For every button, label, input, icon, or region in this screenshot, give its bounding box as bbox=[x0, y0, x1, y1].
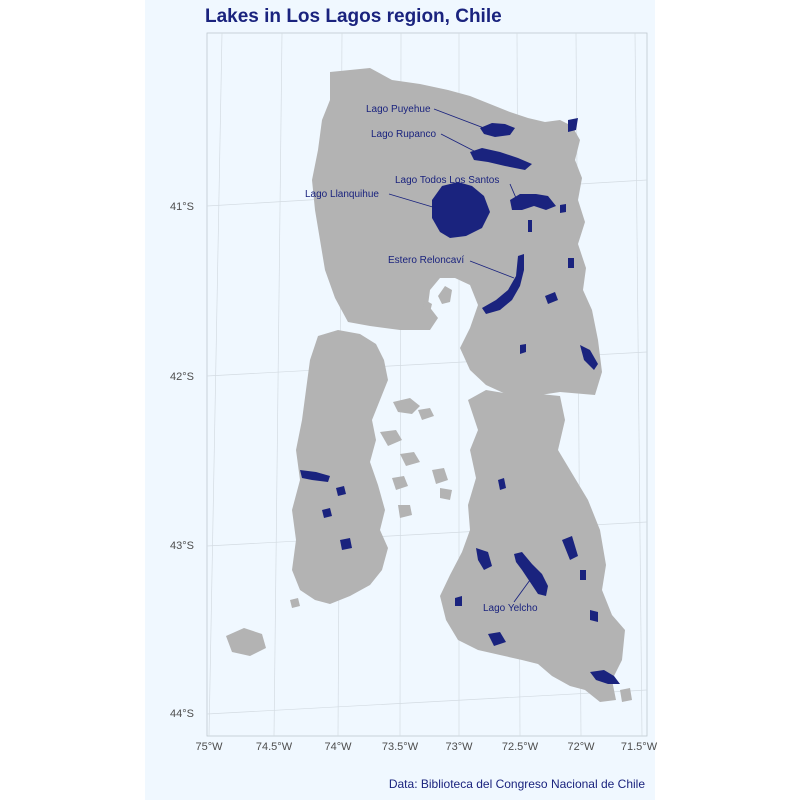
label-lago-llanquihue: Lago Llanquihue bbox=[305, 189, 379, 200]
label-lago-yelcho: Lago Yelcho bbox=[483, 603, 538, 614]
label-leaders bbox=[388, 108, 531, 603]
x-tick-label: 72°W bbox=[567, 741, 595, 753]
x-axis: 75°W 74.5°W 74°W 73.5°W 73°W 72.5°W 72°W… bbox=[195, 741, 657, 753]
data-source-caption: Data: Biblioteca del Congreso Nacional d… bbox=[388, 777, 645, 791]
x-tick-label: 71.5°W bbox=[621, 741, 658, 753]
map-title: Lakes in Los Lagos region, Chile bbox=[205, 6, 502, 27]
y-tick-label: 42°S bbox=[170, 371, 194, 383]
lake-rupanco-shape bbox=[470, 148, 532, 170]
label-lago-todos-los-santos: Lago Todos Los Santos bbox=[395, 175, 499, 186]
x-tick-label: 72.5°W bbox=[502, 741, 539, 753]
lake-yelcho-shape bbox=[514, 552, 548, 596]
lakes-layer bbox=[300, 118, 620, 684]
lake-llanquihue-shape bbox=[432, 182, 490, 238]
label-lago-rupanco: Lago Rupanco bbox=[371, 129, 436, 140]
plot-frame bbox=[206, 32, 648, 737]
label-lago-puyehue: Lago Puyehue bbox=[366, 104, 431, 115]
x-tick-label: 74°W bbox=[324, 741, 352, 753]
lake-puyehue-shape bbox=[480, 123, 515, 137]
lake-todos-los-santos-shape bbox=[510, 194, 556, 210]
y-tick-label: 44°S bbox=[170, 708, 194, 720]
y-axis: 41°S 42°S 43°S 44°S bbox=[170, 201, 194, 720]
x-tick-label: 74.5°W bbox=[256, 741, 293, 753]
land-area bbox=[226, 68, 632, 702]
x-tick-label: 73.5°W bbox=[382, 741, 419, 753]
x-tick-label: 75°W bbox=[195, 741, 223, 753]
x-tick-label: 73°W bbox=[445, 741, 473, 753]
label-estero-reloncavi: Estero Reloncaví bbox=[388, 255, 464, 266]
estero-reloncavi-shape bbox=[482, 254, 524, 314]
y-tick-label: 41°S bbox=[170, 201, 194, 213]
y-tick-label: 43°S bbox=[170, 540, 194, 552]
